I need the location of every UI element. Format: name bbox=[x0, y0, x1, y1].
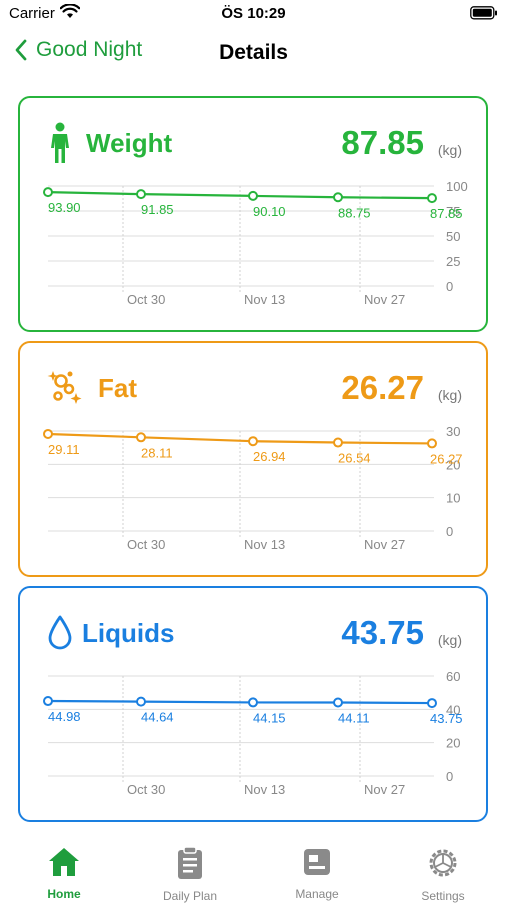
tab-settings[interactable]: Settings bbox=[388, 846, 498, 903]
data-point bbox=[136, 189, 146, 200]
data-label: 43.75 bbox=[430, 711, 463, 726]
data-label: 26.27 bbox=[430, 451, 463, 466]
data-point bbox=[248, 697, 258, 708]
data-label: 93.90 bbox=[48, 200, 81, 215]
tab-daily-plan[interactable]: Daily Plan bbox=[135, 846, 245, 903]
data-label: 44.98 bbox=[48, 709, 81, 724]
x-tick-label: Oct 30 bbox=[127, 292, 165, 307]
data-label: 26.94 bbox=[253, 449, 286, 464]
series-line bbox=[47, 191, 433, 200]
data-label: 90.10 bbox=[253, 204, 286, 219]
data-point bbox=[333, 697, 343, 708]
chevron-left-icon bbox=[15, 39, 27, 61]
data-point bbox=[427, 193, 437, 204]
data-label: 91.85 bbox=[141, 202, 174, 217]
home-icon bbox=[49, 848, 79, 876]
y-tick-label: 0 bbox=[446, 769, 453, 784]
tab-home-label: Home bbox=[47, 887, 81, 901]
x-tick-label: Oct 30 bbox=[127, 782, 165, 797]
fat-chart: 30 20 10 0 Oct 30 Nov 13 Nov 27 29.11 28.11 26.94… bbox=[43, 424, 463, 552]
liquids-chart: 60 40 20 0 Oct 30 Nov 13 Nov 27 44.98 44.64 44.15… bbox=[43, 669, 463, 797]
y-tick-label: 0 bbox=[446, 524, 453, 539]
unit-label: (kg) bbox=[437, 142, 462, 158]
data-label: 44.64 bbox=[141, 710, 174, 725]
weight-chart: 100 75 50 25 0 Oct 30 Nov 13 Nov 27 93.90 91.85 90… bbox=[43, 179, 468, 307]
back-button[interactable]: Good Night bbox=[14, 38, 142, 62]
data-label: 44.11 bbox=[338, 710, 370, 725]
data-label: 29.11 bbox=[48, 442, 80, 457]
y-tick-label: 20 bbox=[446, 736, 460, 751]
data-point bbox=[136, 696, 146, 707]
data-label: 44.15 bbox=[253, 710, 286, 725]
y-tick-label: 20 bbox=[446, 457, 460, 472]
current-value: 26.27 bbox=[341, 369, 424, 406]
status-bar: Carrier ÖS 10:29 bbox=[0, 0, 507, 30]
data-point bbox=[333, 192, 343, 203]
data-point bbox=[136, 432, 146, 443]
x-tick-label: Nov 13 bbox=[244, 537, 285, 552]
tab-manage[interactable]: Manage bbox=[262, 846, 372, 901]
data-point bbox=[248, 436, 258, 447]
gear-icon bbox=[429, 849, 457, 877]
tab-daily-plan-label: Daily Plan bbox=[162, 889, 218, 903]
series-line bbox=[47, 699, 433, 705]
battery-icon bbox=[470, 6, 498, 25]
tab-bar: Home Daily Plan Manage Settings bbox=[0, 832, 507, 903]
x-tick-label: Nov 13 bbox=[244, 292, 285, 307]
id-card-icon bbox=[304, 849, 330, 875]
x-tick-label: Oct 30 bbox=[127, 537, 165, 552]
card-title: Liquids bbox=[82, 618, 175, 648]
data-point bbox=[333, 437, 343, 448]
wifi-icon bbox=[59, 3, 81, 24]
y-tick-label: 60 bbox=[446, 669, 460, 684]
y-tick-label: 40 bbox=[446, 702, 460, 717]
fat-card[interactable]: Fat 26.27 (kg) 30 20 10 0 Oct 30 Nov 13 Nov 27… bbox=[18, 341, 488, 577]
x-tick-label: Nov 27 bbox=[364, 537, 405, 552]
unit-label: (kg) bbox=[437, 387, 462, 403]
data-label: 88.75 bbox=[338, 205, 371, 220]
person-icon bbox=[46, 122, 74, 169]
y-tick-label: 25 bbox=[446, 254, 460, 269]
weight-card[interactable]: Weight 87.85 (kg) 100 75 50 25 0 Oct 30 Nov 13… bbox=[18, 96, 488, 332]
current-value: 43.75 bbox=[341, 614, 424, 651]
data-point bbox=[43, 696, 53, 707]
y-tick-label: 75 bbox=[446, 204, 460, 219]
bubbles-icon bbox=[46, 369, 86, 412]
y-tick-label: 10 bbox=[446, 491, 460, 506]
card-title: Fat bbox=[98, 373, 137, 403]
tab-home[interactable]: Home bbox=[9, 846, 119, 901]
data-point bbox=[427, 698, 437, 709]
x-tick-label: Nov 27 bbox=[364, 782, 405, 797]
y-tick-label: 0 bbox=[446, 279, 453, 294]
x-tick-label: Nov 27 bbox=[364, 292, 405, 307]
x-tick-label: Nov 13 bbox=[244, 782, 285, 797]
clipboard-icon bbox=[178, 846, 202, 879]
status-time: ÖS 10:29 bbox=[221, 5, 286, 22]
data-point bbox=[248, 190, 258, 201]
back-button-label: Good Night bbox=[36, 38, 143, 61]
page-title: Details bbox=[219, 41, 288, 64]
unit-label: (kg) bbox=[437, 632, 462, 648]
data-point bbox=[43, 187, 53, 198]
drop-icon bbox=[46, 614, 74, 657]
y-tick-label: 30 bbox=[446, 424, 460, 439]
current-value: 87.85 bbox=[341, 124, 424, 161]
data-label: 28.11 bbox=[141, 445, 173, 460]
y-tick-label: 50 bbox=[446, 229, 460, 244]
navigation-bar: Good Night Details bbox=[0, 30, 507, 74]
tab-settings-label: Settings bbox=[421, 889, 465, 903]
data-point bbox=[43, 428, 53, 439]
card-title: Weight bbox=[86, 128, 173, 158]
carrier-label: Carrier bbox=[9, 5, 55, 22]
liquids-card[interactable]: Liquids 43.75 (kg) 60 40 20 0 Oct 30 Nov 13 No… bbox=[18, 586, 488, 822]
data-label: 26.54 bbox=[338, 451, 371, 466]
data-label: 87.85 bbox=[430, 206, 463, 221]
y-tick-label: 100 bbox=[446, 179, 468, 194]
data-point bbox=[427, 438, 437, 449]
tab-manage-label: Manage bbox=[295, 887, 339, 901]
